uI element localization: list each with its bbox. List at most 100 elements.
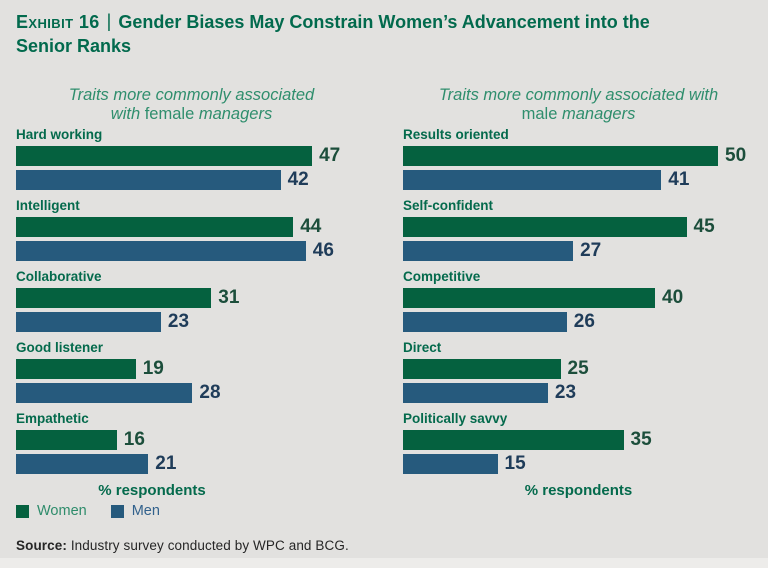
women-bar — [16, 288, 212, 308]
trait-row: Hard working 47 42 — [16, 127, 367, 190]
title-separator: | — [106, 11, 112, 31]
source-prefix: Source: — [16, 538, 67, 553]
men-bar-line: 27 — [403, 241, 754, 261]
legend-label-men: Men — [131, 503, 160, 519]
trait-label: Good listener — [16, 340, 104, 355]
women-bar-line: 31 — [16, 288, 367, 308]
women-bar-line: 45 — [403, 217, 754, 237]
bottom-strip — [0, 558, 768, 568]
trait-row: Empathetic 16 21 — [16, 411, 367, 474]
trait-label: Empathetic — [16, 411, 89, 426]
men-bar-line: 23 — [403, 383, 754, 403]
trait-label: Politically savvy — [403, 411, 508, 426]
trait-row: Competitive 40 26 — [403, 269, 754, 332]
women-value: 44 — [300, 216, 322, 237]
men-value: 21 — [155, 453, 177, 474]
legend-item-men: Men — [110, 503, 160, 519]
men-bar-line: 41 — [403, 170, 754, 190]
women-bar — [403, 359, 561, 379]
men-bar-line: 21 — [16, 454, 367, 474]
title-text-line1: Gender Biases May Constrain Women’s Adva… — [118, 12, 650, 32]
women-bar-line: 44 — [16, 217, 367, 237]
trait-row: Direct 25 23 — [403, 340, 754, 403]
trait-label: Self-confident — [403, 198, 493, 213]
men-bar — [403, 241, 574, 261]
panel-female-traits: Traits more commonly associated with fem… — [16, 84, 367, 499]
women-bar — [16, 217, 294, 237]
trait-label: Results oriented — [403, 127, 509, 142]
women-bar-line: 35 — [403, 430, 754, 450]
exhibit-title: Exhibit 16 | Gender Biases May Constrain W… — [16, 10, 736, 58]
panel-male-subtitle: Traits more commonly associated with mal… — [403, 84, 754, 127]
women-value: 47 — [319, 145, 341, 166]
men-value: 27 — [580, 240, 602, 261]
trait-row: Self-confident 45 27 — [403, 198, 754, 261]
trait-row: Intelligent 44 46 — [16, 198, 367, 261]
chart-legend: Women Men — [16, 503, 160, 519]
exhibit-number: Exhibit 16 — [16, 12, 100, 32]
women-value: 35 — [630, 429, 652, 450]
men-value: 41 — [668, 169, 690, 190]
x-axis-label: % respondents — [98, 482, 206, 499]
women-value: 19 — [142, 358, 164, 379]
women-value: 50 — [725, 145, 747, 166]
men-bar-line: 15 — [403, 454, 754, 474]
trait-label: Competitive — [403, 269, 481, 284]
men-bar — [16, 241, 306, 261]
men-bar-line: 23 — [16, 312, 367, 332]
panel-male-traits: Traits more commonly associated with mal… — [403, 84, 754, 499]
men-bar-line: 26 — [403, 312, 754, 332]
legend-item-women: Women — [16, 503, 87, 519]
women-value: 25 — [567, 358, 589, 379]
men-bar — [403, 170, 662, 190]
subtitle-line2-pre: with — [110, 105, 145, 123]
chart-panels: Traits more commonly associated with fem… — [16, 84, 754, 499]
title-line-2: Senior Ranks — [16, 36, 132, 56]
subtitle-line1: Traits more commonly associated with — [438, 86, 719, 104]
source-text: Industry survey conducted by WPC and BCG… — [66, 538, 349, 553]
men-bar — [16, 383, 193, 403]
panel-female-subtitle: Traits more commonly associated with fem… — [16, 84, 367, 127]
men-bar — [16, 454, 149, 474]
trait-label: Direct — [403, 340, 442, 355]
trait-row: Politically savvy 35 15 — [403, 411, 754, 474]
women-bar — [16, 359, 136, 379]
women-swatch-icon — [16, 504, 29, 518]
trait-row: Collaborative 31 23 — [16, 269, 367, 332]
men-bar — [16, 170, 281, 190]
title-line-1: Exhibit 16 | Gender Biases May Constrain W… — [16, 10, 736, 34]
women-bar-line: 19 — [16, 359, 367, 379]
men-bar-line: 28 — [16, 383, 367, 403]
men-value: 46 — [312, 240, 334, 261]
source-note: Source: Industry survey conducted by WPC… — [16, 538, 349, 553]
women-bar — [403, 288, 655, 308]
men-value: 23 — [167, 311, 190, 332]
women-bar-line: 25 — [403, 359, 754, 379]
subtitle-gender-word: female — [144, 105, 195, 123]
men-value: 26 — [573, 311, 595, 332]
x-axis-label: % respondents — [524, 482, 633, 499]
subtitle-line2-post: managers — [557, 105, 636, 123]
men-swatch-icon — [110, 504, 124, 518]
trait-label: Collaborative — [16, 269, 102, 284]
women-bar-line: 40 — [403, 288, 754, 308]
women-value: 31 — [218, 287, 240, 308]
trait-row: Good listener 19 28 — [16, 340, 367, 403]
men-bar — [16, 312, 161, 332]
subtitle-gender-word: male — [521, 105, 558, 123]
men-value: 28 — [199, 382, 221, 403]
women-value: 40 — [662, 287, 684, 308]
men-bar — [403, 383, 548, 403]
women-bar — [403, 217, 687, 237]
men-bar — [403, 312, 567, 332]
men-value: 23 — [554, 382, 577, 403]
women-bar — [403, 146, 718, 166]
women-bar — [16, 146, 313, 166]
trait-label: Intelligent — [16, 198, 80, 213]
men-bar — [403, 454, 498, 474]
women-bar — [16, 430, 117, 450]
trait-label: Hard working — [16, 127, 103, 142]
men-bar-line: 42 — [16, 170, 367, 190]
legend-label-women: Women — [37, 503, 87, 519]
